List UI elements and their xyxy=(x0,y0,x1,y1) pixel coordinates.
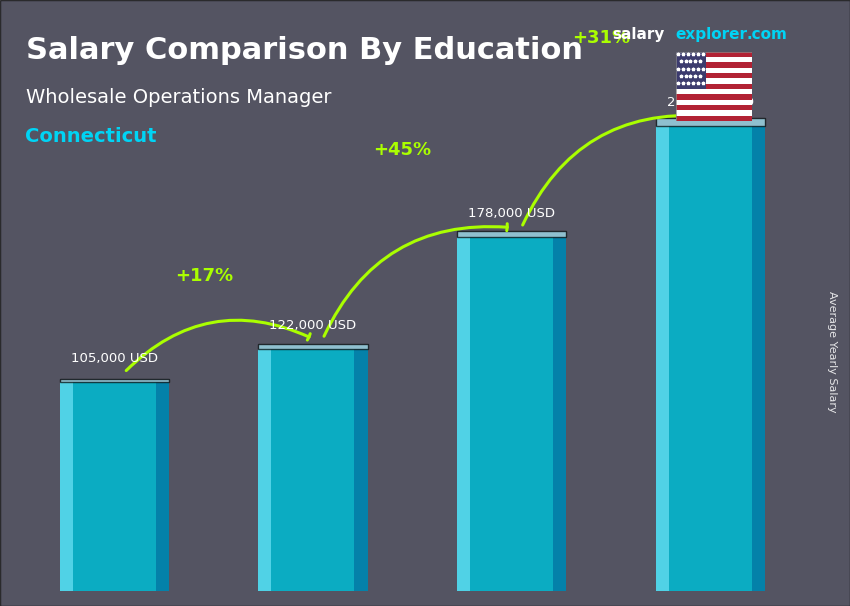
Bar xyxy=(676,116,752,121)
Text: 105,000 USD: 105,000 USD xyxy=(71,352,158,365)
Text: 178,000 USD: 178,000 USD xyxy=(468,207,555,221)
Bar xyxy=(676,78,752,84)
Bar xyxy=(676,73,752,78)
Bar xyxy=(676,105,752,110)
Text: Wholesale Operations Manager: Wholesale Operations Manager xyxy=(26,88,331,107)
Text: .com: .com xyxy=(746,27,787,42)
Text: 234,000 USD: 234,000 USD xyxy=(666,96,754,108)
Bar xyxy=(676,52,752,57)
Bar xyxy=(655,126,765,591)
Text: Connecticut: Connecticut xyxy=(26,127,157,146)
Bar xyxy=(156,382,169,591)
Bar xyxy=(258,348,367,591)
Bar xyxy=(655,126,669,591)
Text: explorer: explorer xyxy=(676,27,748,42)
Text: +31%: +31% xyxy=(572,30,630,47)
Bar xyxy=(676,95,752,100)
Text: 122,000 USD: 122,000 USD xyxy=(269,319,356,331)
Bar xyxy=(457,238,566,591)
Bar xyxy=(751,126,765,591)
Bar xyxy=(60,382,169,591)
Bar xyxy=(676,57,752,62)
Bar xyxy=(676,100,752,105)
Text: Salary Comparison By Education: Salary Comparison By Education xyxy=(26,36,582,65)
Bar xyxy=(676,68,752,73)
FancyBboxPatch shape xyxy=(60,379,169,382)
Bar xyxy=(676,52,706,89)
Bar xyxy=(676,110,752,116)
FancyBboxPatch shape xyxy=(258,344,367,348)
Text: salary: salary xyxy=(612,27,665,42)
Text: Average Yearly Salary: Average Yearly Salary xyxy=(827,291,837,412)
Bar xyxy=(258,348,271,591)
Bar xyxy=(457,238,470,591)
FancyBboxPatch shape xyxy=(655,118,765,126)
FancyBboxPatch shape xyxy=(457,231,566,238)
Text: +45%: +45% xyxy=(373,141,432,159)
Bar xyxy=(676,84,752,89)
Bar xyxy=(354,348,367,591)
Bar xyxy=(676,89,752,95)
Bar xyxy=(553,238,566,591)
Text: +17%: +17% xyxy=(174,267,233,285)
Bar xyxy=(60,382,73,591)
Bar xyxy=(676,62,752,68)
